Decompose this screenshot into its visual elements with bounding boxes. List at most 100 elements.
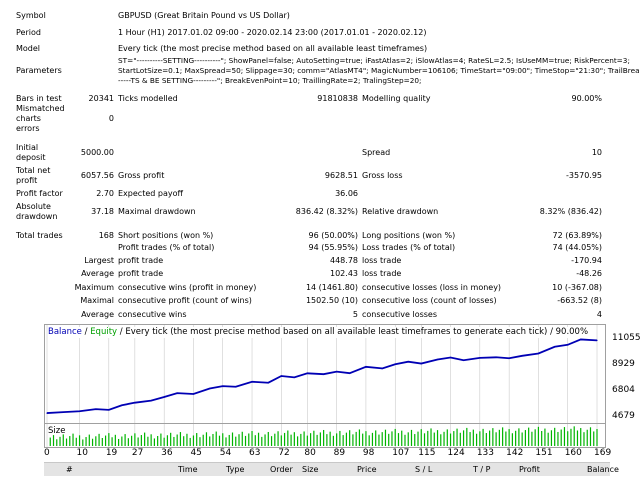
size-bar [336, 433, 338, 446]
size-bar [407, 432, 409, 446]
size-bar [388, 433, 390, 446]
gross-loss-label: Gross loss [362, 171, 403, 180]
bars-row: Bars in test 20341 Ticks modelled 918108… [0, 93, 640, 105]
x-tick-label: 80 [304, 448, 316, 458]
size-bar [443, 431, 445, 446]
symbol-row: Symbol GBPUSD (Great Britain Pound vs US… [0, 10, 640, 22]
size-bar [160, 433, 162, 446]
size-bar [91, 438, 94, 446]
max-drawdown-label: Maximal drawdown [118, 207, 196, 216]
balance-point [95, 408, 97, 410]
size-bar [114, 434, 116, 446]
size-bar [212, 433, 214, 446]
size-bar [202, 434, 204, 446]
size-bar [420, 429, 422, 446]
size-bar [342, 435, 344, 446]
size-bar [547, 432, 549, 446]
size-bar [189, 437, 191, 446]
size-bar [228, 434, 230, 446]
profit-trades-value: 94 (55.95%) [308, 243, 358, 252]
period-row: Period 1 Hour (H1) 2017.01.02 09:00 - 20… [0, 27, 640, 39]
size-bar [117, 438, 120, 446]
column-header-sl[interactable]: S / L [415, 465, 433, 474]
size-bar [62, 434, 64, 446]
largest-prefix: Largest [84, 256, 114, 265]
size-bar [485, 433, 487, 446]
size-bar [410, 429, 413, 446]
size-bar [209, 436, 211, 446]
balance-point [420, 362, 422, 365]
period-value: 1 Hour (H1) 2017.01.02 09:00 - 2020.02.1… [118, 28, 427, 37]
column-header-time[interactable]: Time [178, 465, 198, 474]
size-label: Size [48, 426, 66, 436]
size-bar [576, 430, 579, 446]
column-header-size[interactable]: Size [302, 465, 319, 474]
size-bar [323, 429, 325, 446]
size-bar [339, 430, 341, 446]
balance-point [349, 372, 351, 374]
size-bar [427, 430, 429, 446]
loss-trades-value: 74 (44.05%) [552, 243, 602, 252]
long-positions-value: 72 (63.89%) [552, 231, 602, 240]
size-bar [52, 435, 55, 446]
chart-legend: Balance / Equity / Every tick (the most … [48, 327, 589, 338]
balance-point [78, 410, 81, 412]
ticks-value: 91810838 [317, 94, 358, 103]
size-bar [345, 432, 348, 446]
total-trades-value: 168 [98, 231, 114, 240]
size-bar [78, 435, 81, 446]
size-bar [166, 435, 169, 446]
balance-point [554, 346, 556, 348]
size-bar [378, 434, 380, 446]
column-header-price[interactable]: Price [357, 465, 377, 474]
legend-balance: Balance [48, 327, 82, 337]
balance-point [176, 392, 178, 394]
profit-factor-value: 2.70 [96, 189, 114, 198]
column-header-number[interactable]: # [66, 465, 73, 474]
profit-factor-label: Profit factor [16, 189, 63, 198]
balance-point [293, 376, 295, 378]
abs-drawdown-value: 37.18 [91, 207, 114, 216]
mismatched-value: 0 [108, 114, 114, 123]
size-bar [430, 428, 432, 446]
long-positions-label: Long positions (won %) [362, 231, 456, 240]
column-header-balance[interactable]: Balance [587, 465, 619, 474]
max-consec-row: Maximum consecutive wins (profit in mone… [0, 282, 640, 294]
gross-profit-value: 9628.51 [324, 171, 358, 180]
column-header-profit[interactable]: Profit [519, 465, 540, 474]
size-bar [111, 437, 113, 446]
size-bar [319, 432, 321, 446]
column-header-tp[interactable]: T / P [473, 465, 491, 474]
net-profit-label-1: Total net [16, 166, 51, 175]
expected-payoff-value: 36.06 [335, 189, 358, 198]
mismatched-label-3: errors [16, 124, 40, 133]
size-bar [140, 435, 142, 446]
deposit-label-1: Initial [16, 143, 39, 152]
avg-consec-losses-value: 4 [596, 310, 602, 319]
size-bar [205, 432, 208, 446]
size-bar [280, 435, 282, 446]
column-header-order[interactable]: Order [270, 465, 293, 474]
size-bar [570, 428, 572, 446]
maximal-consec-profit-label: consecutive profit (count of wins) [118, 296, 252, 305]
size-bar [505, 431, 507, 446]
size-bar [518, 428, 520, 446]
average-profit-value: 102.43 [330, 269, 358, 278]
balance-point [365, 366, 367, 368]
size-bar [300, 433, 302, 446]
size-bar [56, 439, 58, 446]
size-bar [381, 432, 383, 446]
avg-consec-losses-label: consecutive losses [362, 310, 438, 319]
size-bar [563, 427, 566, 446]
rel-drawdown-value: 8.32% (836.42) [539, 207, 602, 216]
column-header-type[interactable]: Type [226, 465, 245, 474]
y-tick-label: 8929 [612, 359, 635, 369]
size-bar [49, 437, 51, 446]
x-tick-label: 133 [476, 448, 495, 458]
size-bar [196, 433, 198, 446]
max-consec-wins-value: 14 (1461.80) [305, 283, 358, 292]
size-bar [511, 433, 513, 446]
avg-consec-wins-value: 5 [352, 310, 358, 319]
balance-point [192, 393, 195, 395]
size-bar [534, 429, 536, 446]
